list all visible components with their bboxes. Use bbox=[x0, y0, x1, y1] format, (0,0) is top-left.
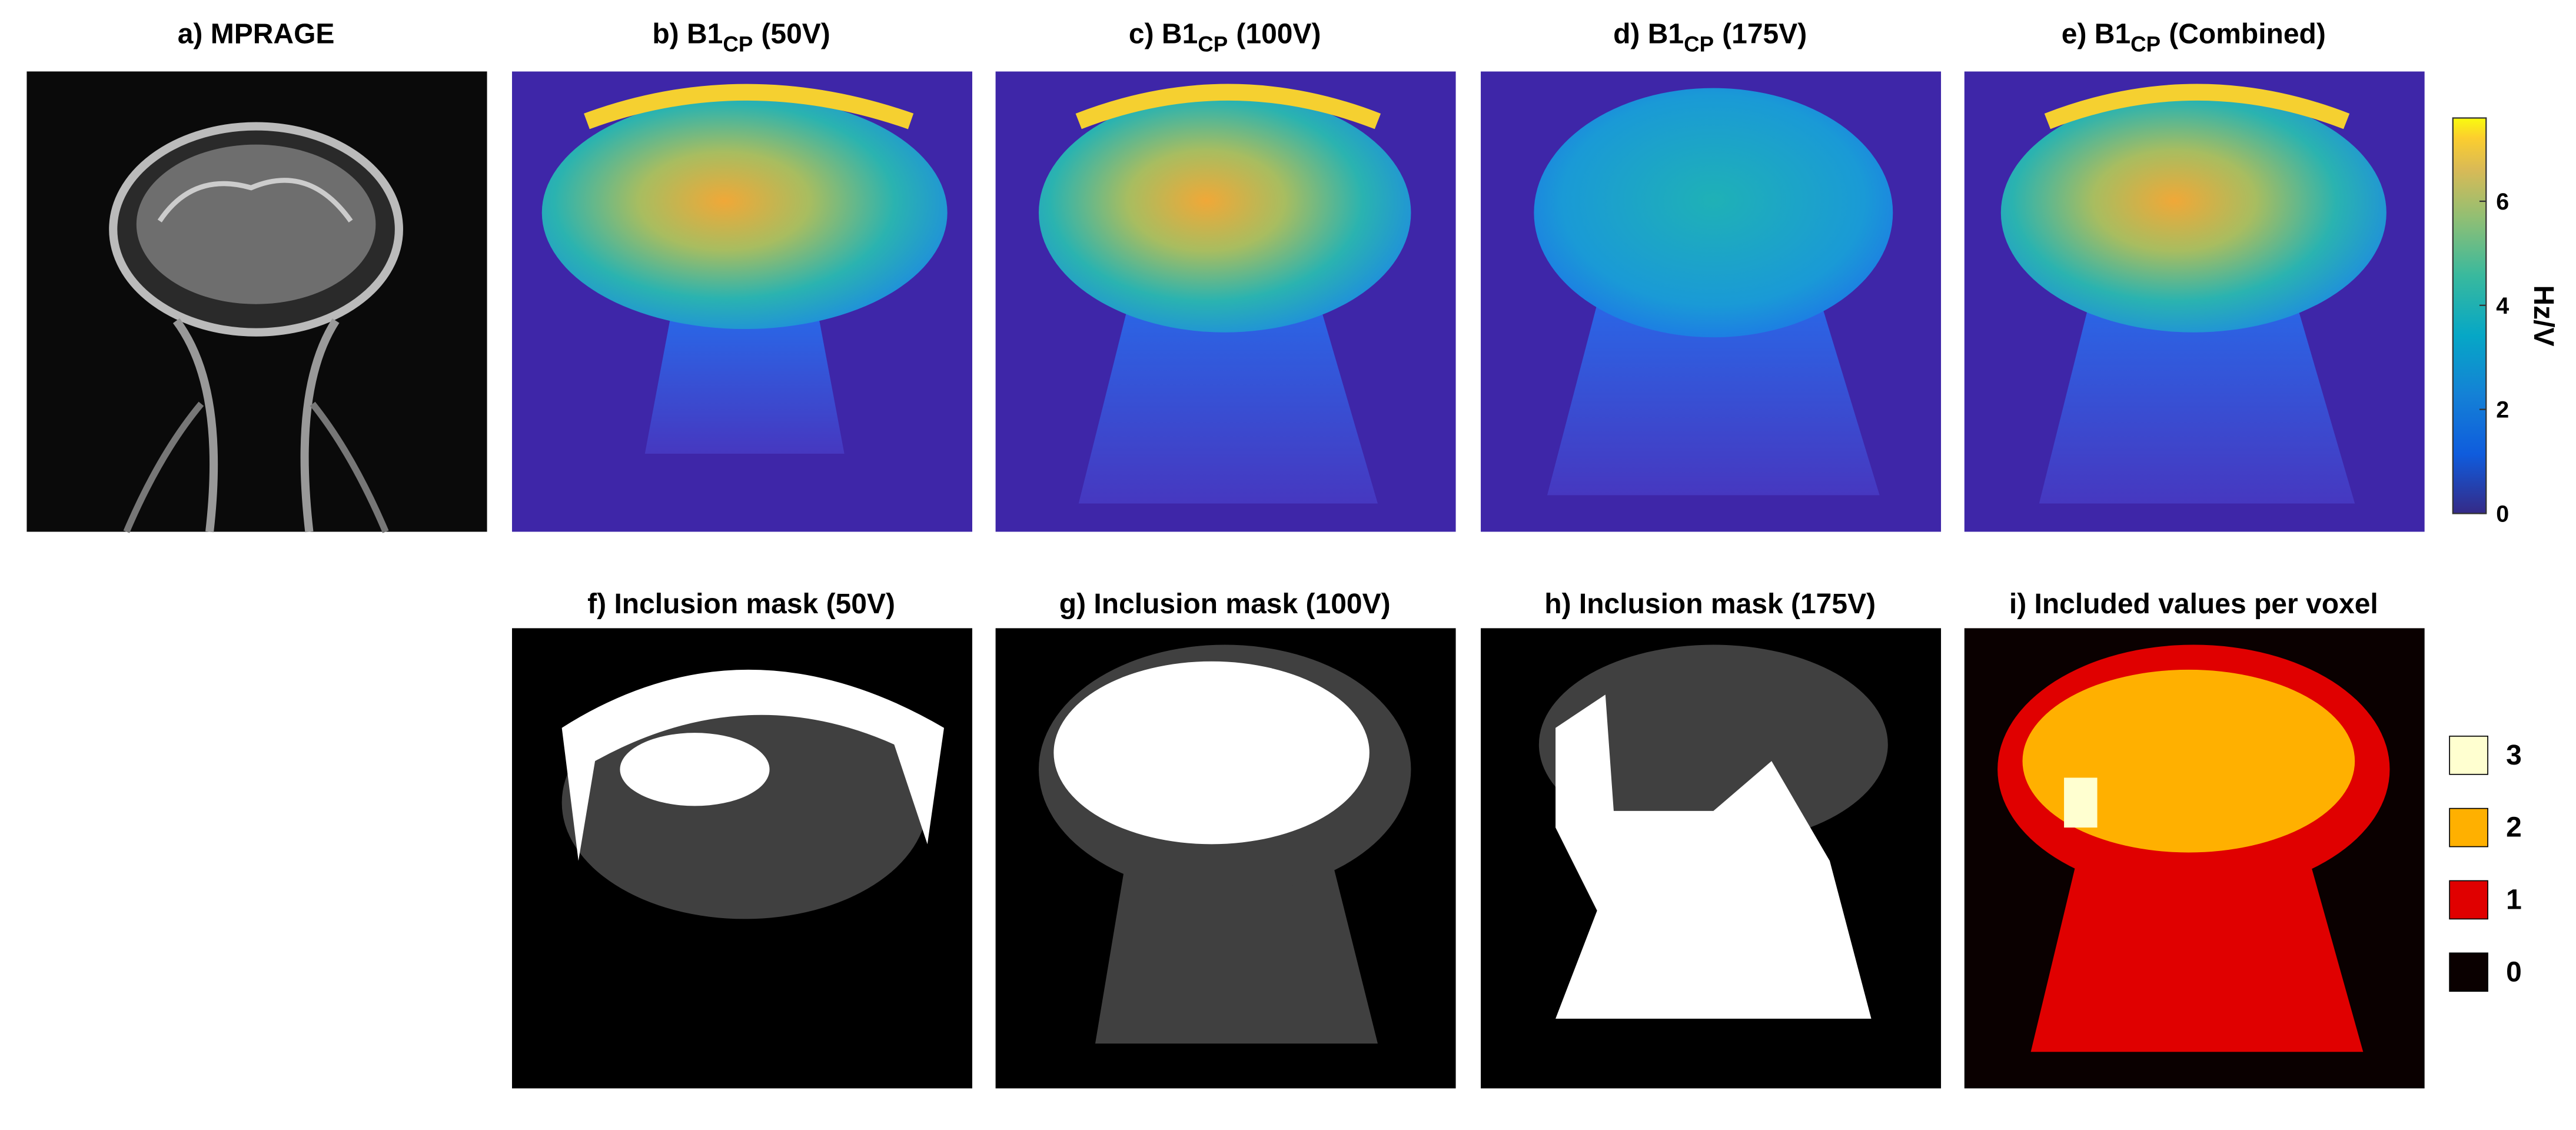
legend-label: 2 bbox=[2506, 812, 2522, 843]
panel-title: f) Inclusion mask (50V) bbox=[587, 589, 895, 620]
b1-map-50v bbox=[511, 71, 973, 532]
title-subscript: CP bbox=[2130, 32, 2160, 56]
colorbar-tick-label: 0 bbox=[2496, 501, 2509, 527]
title-suffix: (50V) bbox=[761, 18, 830, 49]
b1-map-100v bbox=[995, 71, 1456, 532]
colorbar-tick-label: 2 bbox=[2496, 397, 2509, 423]
legend-label: 1 bbox=[2506, 884, 2522, 915]
b1-map-combined bbox=[1964, 71, 2425, 532]
legend-swatch bbox=[2449, 880, 2488, 920]
title-suffix: (100V) bbox=[1236, 18, 1321, 49]
title-text: c) B1 bbox=[1129, 18, 1198, 49]
legend-label: 0 bbox=[2506, 956, 2522, 988]
panel-title: e) B1CP (Combined) bbox=[2062, 18, 2326, 56]
title-text: i) Included values per voxel bbox=[2009, 589, 2378, 620]
panel-title: g) Inclusion mask (100V) bbox=[1059, 589, 1391, 620]
title-text: e) B1 bbox=[2062, 18, 2130, 49]
colorbar-tick-label: 6 bbox=[2496, 189, 2509, 215]
legend-swatch bbox=[2449, 807, 2488, 848]
title-text: b) B1 bbox=[652, 18, 723, 49]
mask-175v bbox=[1481, 628, 1942, 1089]
legend-swatch bbox=[2449, 952, 2488, 992]
title-subscript: CP bbox=[1684, 32, 1714, 56]
title-suffix: (Combined) bbox=[2169, 18, 2326, 49]
title-text: g) Inclusion mask (100V) bbox=[1059, 589, 1391, 620]
mprage-image bbox=[26, 71, 487, 533]
panel-title: b) B1CP (50V) bbox=[652, 18, 830, 56]
included-values bbox=[1964, 628, 2425, 1089]
title-text: a) MPRAGE bbox=[178, 18, 335, 49]
colorbar-tick-label: 4 bbox=[2496, 293, 2509, 319]
title-text: f) Inclusion mask (50V) bbox=[587, 589, 895, 620]
mask-50v bbox=[511, 628, 973, 1089]
panel-title: c) B1CP (100V) bbox=[1129, 18, 1321, 56]
title-suffix: (175V) bbox=[1722, 18, 1807, 49]
panel-title: d) B1CP (175V) bbox=[1613, 18, 1807, 56]
b1-map-175v bbox=[1481, 71, 1942, 532]
colorbar bbox=[2452, 117, 2487, 514]
colorbar-label: Hz/V bbox=[2528, 285, 2559, 346]
mask-100v bbox=[995, 628, 1456, 1089]
panel-title: a) MPRAGE bbox=[178, 18, 335, 49]
title-text: h) Inclusion mask (175V) bbox=[1544, 589, 1876, 620]
panel-title: i) Included values per voxel bbox=[2009, 589, 2378, 620]
legend-label: 3 bbox=[2506, 740, 2522, 771]
title-subscript: CP bbox=[723, 32, 753, 56]
panel-title: h) Inclusion mask (175V) bbox=[1544, 589, 1876, 620]
title-subscript: CP bbox=[1198, 32, 1228, 56]
title-text: d) B1 bbox=[1613, 18, 1684, 49]
legend-swatch bbox=[2449, 735, 2488, 775]
